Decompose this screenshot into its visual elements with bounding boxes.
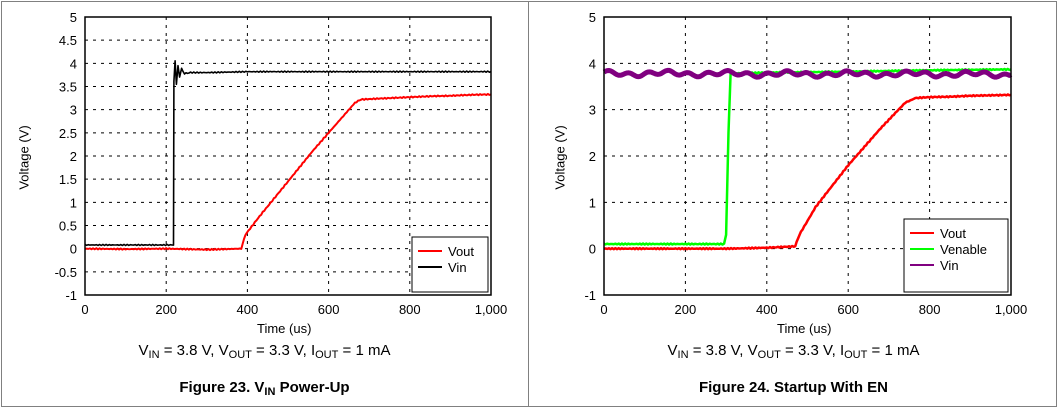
figure-24-x-tick-label: 0 [600,302,607,317]
figure-24-conditions: VIN = 3.8 V, VOUT = 3.3 V, IOUT = 1 mA [667,342,920,361]
figure-23-panel: 0 200 400 600 800 1,000 -1 -0.5 0 0.5 1 1.5 2 2.5 3 3.5… [16,10,508,398]
figure-23-legend-box [411,236,489,293]
figure-23-x-tick-label: 600 [318,302,340,317]
figure-23-y-tick-label: 1 [70,195,77,210]
figure-24-x-tick-label: 200 [675,302,697,317]
figure-24-x-axis-label: Time (us) [777,321,832,336]
figure-24-x-tick-label: 400 [756,302,778,317]
figure-24-legend-label-vout: Vout [940,226,966,241]
figure-24-plot-border [603,16,1012,296]
figure-24-panel: 0 200 400 600 800 1,000 -1 0 1 2 3 4 5 Vout Venable Vin… [529,0,1058,408]
figure-23-y-tick-label: 2.5 [59,126,77,141]
figure-23-y-tick-label: 3 [70,103,77,118]
figure-23-y-tick-label: 5 [70,10,77,25]
figure-24-caption: Figure 24. Startup With EN [698,379,889,396]
figure-23-y-tick-label: -1 [65,288,77,303]
figure-24-y-tick-label: -1 [584,288,596,303]
figure-23-chart: 0 200 400 600 800 1,000 -1 -0.5 0 0.5 1 1.5 2 2.5 3 3.5… [55,10,508,317]
figure-24-x-tick-label: 1,000 [995,302,1028,317]
figure-23-series-vout-line [84,92,492,252]
figure-23-y-tick-label: 0 [70,242,77,257]
figure-24-legend-label-vin: Vin [940,258,959,273]
figure-23-legend-label-vout: Vout [448,244,474,259]
figure-23-y-tick-label: 2 [70,149,77,164]
figure-24-series-vin-line [602,67,1013,80]
figure-24-x-tick-label: 600 [837,302,859,317]
figure-23-x-tick-label: 400 [237,302,259,317]
figure-24-y-tick-label: 1 [589,195,596,210]
figure-23-y-tick-label: 4 [70,56,77,71]
figure-24-legend-label-venable: Venable [940,242,987,257]
figure-24-y-axis-label: Voltage (V) [552,125,568,190]
figure-23-x-tick-label: 800 [399,302,421,317]
figure-23-y-tick-label: 1.5 [59,172,77,187]
figure-24-legend-box [903,218,1009,293]
figure-24-y-tick-label: 3 [589,103,596,118]
figure-24-y-tick-label: 2 [589,149,596,164]
figure-23-y-tick-label: 3.5 [59,80,77,95]
figure-23-y-tick-label: -0.5 [55,265,77,280]
figure-23-y-axis-label: Voltage (V) [16,125,32,190]
figure-23-y-tick-label: 4.5 [59,33,77,48]
figure-23-caption: Figure 23. VIN Power-Up [179,379,350,398]
figure-23-x-tick-label: 200 [155,302,177,317]
figure-24-y-tick-label: 4 [589,56,596,71]
figure-23-plot-border [84,16,492,296]
figure-24-y-tick-label: 0 [589,242,596,257]
figure-24-y-tick-label: 5 [589,10,596,25]
figure-23-x-tick-label: 0 [81,302,88,317]
figure-23-x-tick-label: 1,000 [475,302,508,317]
figure-23-conditions: VIN = 3.8 V, VOUT = 3.3 V, IOUT = 1 mA [138,342,391,361]
panel-divider [528,1,529,406]
figure-24-x-tick-label: 800 [919,302,941,317]
figure-24-series-vout-line [603,93,1012,251]
figure-23-y-tick-label: 0.5 [59,219,77,234]
figure-23-series-vin-line [84,60,492,247]
figure-23-x-axis-label: Time (us) [257,321,312,336]
figure-23-legend-label-vin: Vin [448,260,467,275]
